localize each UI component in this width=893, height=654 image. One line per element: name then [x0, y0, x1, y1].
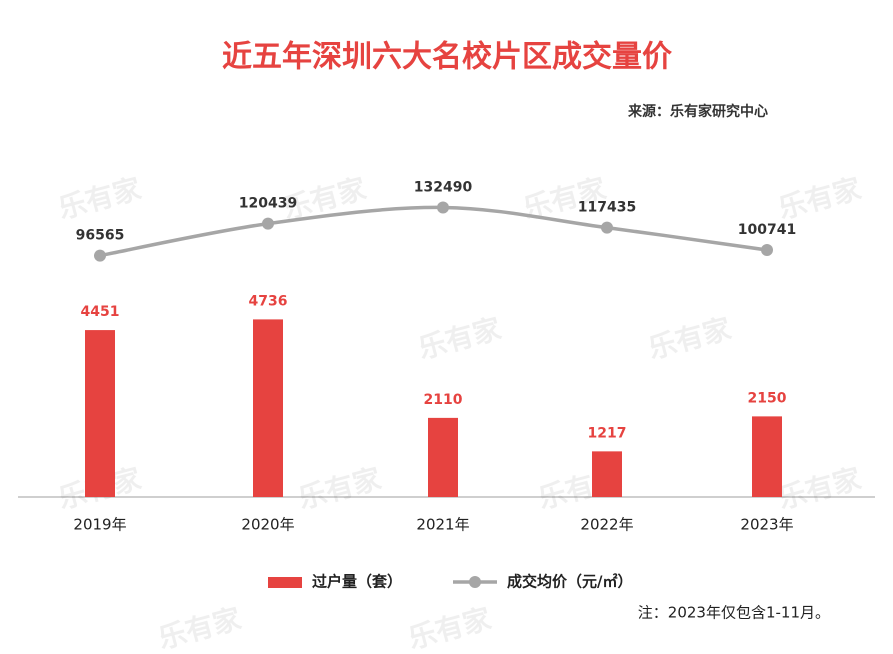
watermark: 乐有家 — [295, 462, 385, 516]
legend-swatch — [268, 577, 302, 588]
value-label: 120439 — [239, 196, 297, 212]
value-label: 1217 — [588, 425, 627, 441]
source: 来源：乐有家研究中心 — [627, 103, 768, 120]
point — [437, 201, 449, 214]
bar — [428, 417, 458, 497]
watermark: 乐有家 — [645, 312, 735, 366]
value-label: 100741 — [738, 222, 796, 238]
x-tick-label: 2021年 — [416, 516, 469, 534]
watermark: 乐有家 — [415, 312, 505, 366]
legend-swatch — [469, 576, 481, 588]
x-tick-label: 2022年 — [580, 516, 633, 534]
note: 注：2023年仅包含1-11月。 — [638, 604, 830, 622]
value-label: 132490 — [414, 179, 473, 195]
value-label: 4736 — [249, 293, 288, 309]
legend-label: 成交均价（元/㎡） — [507, 573, 632, 591]
value-label: 96565 — [76, 228, 125, 244]
legend-label: 过户量（套） — [312, 573, 402, 591]
point — [262, 217, 274, 230]
bar — [752, 416, 782, 497]
point — [94, 249, 106, 262]
value-label: 117435 — [578, 200, 636, 216]
x-tick-label: 2019年 — [73, 516, 126, 534]
point — [761, 244, 773, 257]
watermark: 乐有家 — [155, 602, 245, 654]
watermark: 乐有家 — [405, 602, 495, 654]
line — [99, 205, 768, 258]
x-tick-label: 2020年 — [241, 516, 294, 534]
chart-title: 近五年深圳六大名校片区成交量价 — [222, 40, 672, 75]
value-label: 2150 — [748, 390, 787, 406]
watermark: 乐有家 — [775, 462, 865, 516]
watermark: 乐有家 — [775, 172, 865, 226]
x-tick-label: 2023年 — [740, 516, 793, 534]
point — [601, 221, 613, 234]
bar — [85, 330, 115, 497]
value-label: 2110 — [424, 392, 463, 408]
bar — [253, 319, 283, 497]
bar — [592, 451, 622, 497]
value-label: 4451 — [81, 304, 120, 320]
watermark: 乐有家 — [55, 172, 145, 226]
